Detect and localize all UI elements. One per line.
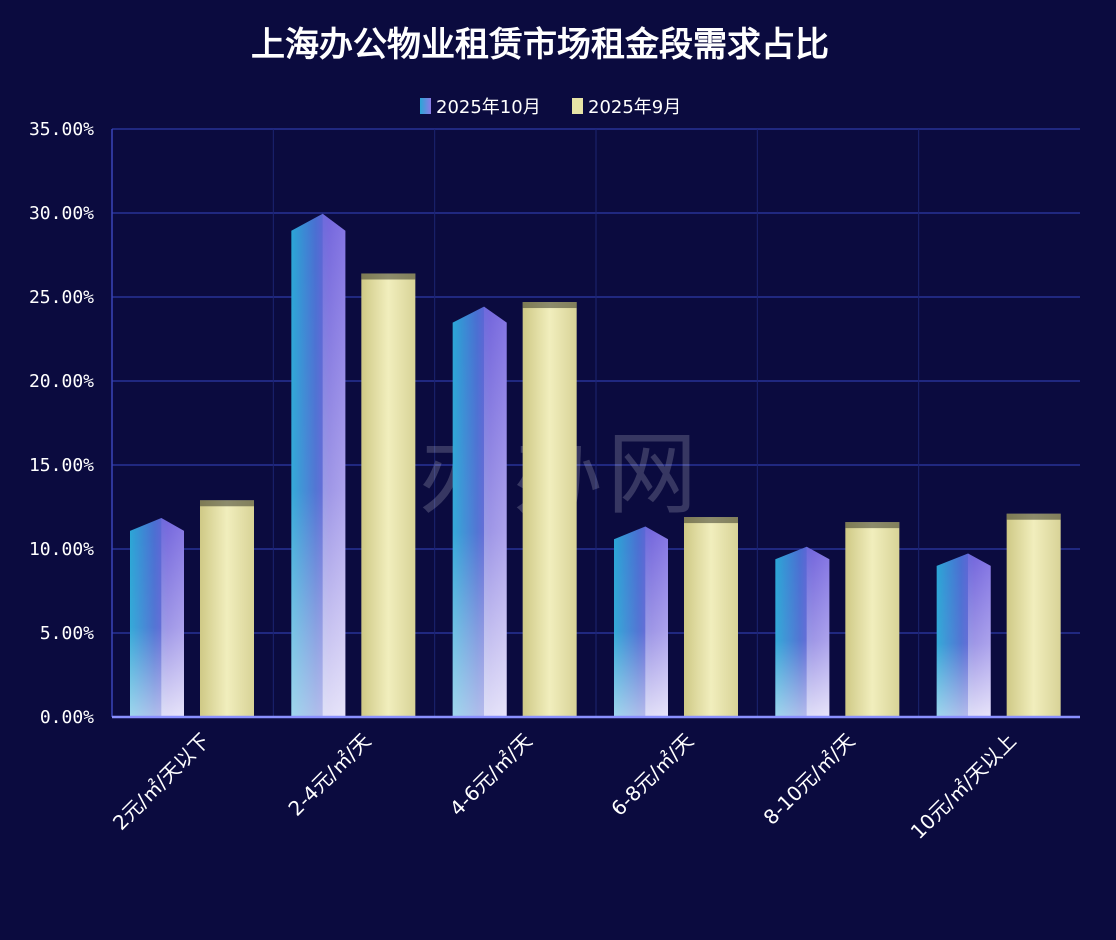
bar-2025-10 (775, 546, 830, 717)
bar-side (645, 526, 668, 717)
y-tick-label: 35.00% (29, 119, 94, 140)
bar-top-edge (522, 302, 577, 309)
y-tick-label: 5.00% (40, 623, 94, 644)
bar-2025-09 (1006, 513, 1061, 717)
bar-2025-10 (130, 518, 184, 717)
legend-item: 2025年9月 (572, 97, 681, 118)
x-tick-label: 2元/㎡/天以下 (108, 729, 214, 835)
bar-top-edge (845, 522, 900, 529)
x-tick-label: 6-8元/㎡/天 (606, 729, 698, 821)
bar-2025-10 (614, 526, 668, 717)
bar-top-edge (200, 500, 254, 507)
legend-label: 2025年10月 (436, 97, 541, 118)
bar-front (361, 273, 416, 717)
legend: 2025年10月 2025年9月 (420, 97, 681, 118)
bar-2025-10 (291, 213, 346, 717)
y-tick-label: 25.00% (29, 287, 94, 308)
y-tick-label: 10.00% (29, 539, 94, 560)
bar-front (684, 517, 738, 717)
x-tick-label: 10元/㎡/天以上 (906, 729, 1021, 844)
bar-2025-10 (452, 306, 507, 717)
legend-swatch (420, 98, 431, 114)
bar-2025-09 (200, 500, 254, 717)
y-tick-label: 20.00% (29, 371, 94, 392)
bar-2025-09 (845, 522, 900, 717)
bar-top-edge (684, 517, 738, 524)
bar-side (322, 213, 346, 717)
bar-front (1006, 513, 1061, 717)
bar-2025-10 (936, 553, 991, 717)
bar-2025-09 (684, 517, 738, 717)
x-tick-label: 8-10元/㎡/天 (759, 729, 860, 830)
x-tick-label: 2-4元/㎡/天 (284, 729, 376, 821)
x-axis: 2元/㎡/天以下 2-4元/㎡/天 4-6元/㎡/天 6-8元/㎡/天 8-10元/㎡/… (108, 715, 1080, 844)
y-tick-label: 30.00% (29, 203, 94, 224)
bar-top-edge (361, 273, 416, 280)
legend-swatch (572, 98, 583, 114)
y-tick-label: 15.00% (29, 455, 94, 476)
bar-side (806, 546, 830, 717)
bar-top-edge (1006, 513, 1061, 520)
bars (130, 213, 1061, 717)
bar-2025-09 (522, 302, 577, 717)
gridlines (112, 128, 1080, 717)
bar-side (967, 553, 991, 717)
y-tick-label: 0.00% (40, 707, 94, 728)
legend-item: 2025年10月 (420, 97, 541, 118)
bar-front (522, 302, 577, 717)
bar-side (161, 518, 184, 717)
bar-2025-09 (361, 273, 416, 717)
bar-front (845, 522, 900, 717)
bar-front (200, 500, 254, 717)
legend-label: 2025年9月 (588, 97, 681, 118)
x-tick-label: 4-6元/㎡/天 (445, 729, 537, 821)
bar-side (483, 306, 507, 717)
y-axis: 0.00% 5.00% 10.00% 15.00% 20.00% 25.00% 30.00%… (29, 119, 113, 728)
chart-title: 上海办公物业租赁市场租金段需求占比 (251, 25, 829, 65)
